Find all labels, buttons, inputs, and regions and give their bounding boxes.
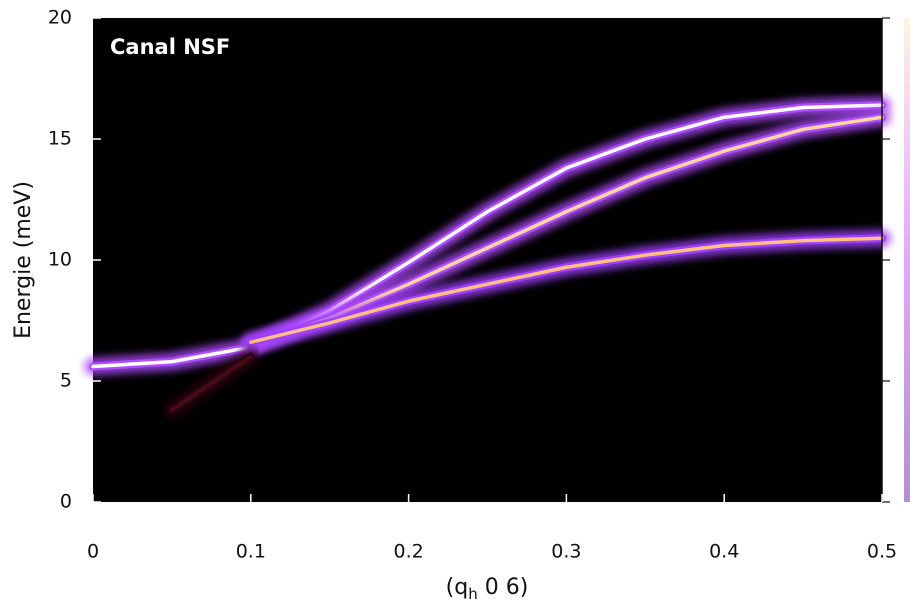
x-axis-label-part: (q: [446, 575, 469, 600]
x-tick-label: 0.2: [393, 541, 423, 563]
colorbar-edge: [904, 18, 910, 502]
plot-area: [93, 18, 882, 502]
x-axis-label-part: 0 6): [478, 575, 529, 600]
x-axis-label-sub: h: [468, 585, 478, 603]
branch: [170, 355, 253, 412]
x-tick-label: 0.3: [551, 541, 581, 563]
x-tick-label: 0.1: [236, 541, 266, 563]
y-tick-label: 5: [60, 370, 72, 392]
y-tick-label: 10: [48, 249, 72, 271]
y-tick-label: 15: [48, 128, 72, 150]
y-tick-label: 20: [48, 7, 72, 29]
y-tick-label: 0: [60, 491, 72, 513]
x-tick-label: 0.4: [709, 541, 739, 563]
x-tick-label: 0.5: [867, 541, 897, 563]
x-tick-label: 0: [87, 541, 99, 563]
x-axis-label: (qh 0 6): [446, 575, 529, 603]
annotation: Canal NSF: [110, 35, 230, 59]
branch: [91, 103, 884, 369]
branch: [249, 236, 884, 345]
y-axis-label: Energie (meV): [11, 181, 36, 339]
